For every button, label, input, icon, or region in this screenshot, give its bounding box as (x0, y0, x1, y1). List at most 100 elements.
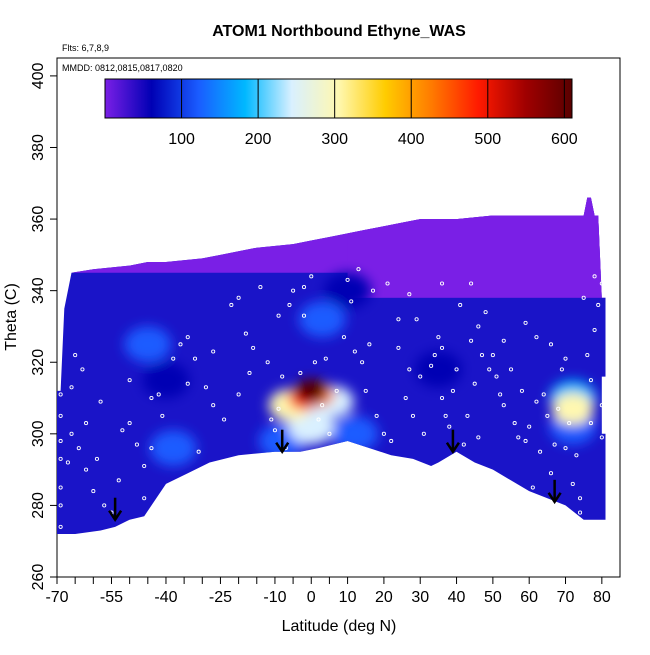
sample-point (588, 421, 593, 426)
sample-point (298, 370, 303, 376)
sample-point (523, 320, 528, 325)
sample-point (345, 277, 350, 282)
hotspot (324, 272, 371, 309)
sample-point (527, 424, 532, 429)
sample-point (577, 496, 583, 501)
hotspot (295, 378, 327, 403)
sample-point (367, 342, 372, 347)
sample-point (599, 281, 604, 286)
down-arrow (547, 479, 562, 505)
hotspot (149, 430, 197, 467)
sample-point (196, 449, 201, 454)
sample-point (276, 406, 281, 411)
colorbar-tick-labels: 100 200 300 400 500 600 (168, 131, 578, 148)
sample-point (407, 367, 412, 372)
sample-point (483, 310, 488, 315)
sample-point (501, 403, 506, 408)
sample-point (320, 403, 325, 408)
sample-point (592, 327, 597, 333)
sample-point (519, 388, 524, 393)
down-arrow (445, 429, 460, 454)
sample-point (581, 295, 586, 300)
sample-point (567, 421, 572, 426)
sample-point (127, 378, 132, 383)
y-tick-label: 380 (30, 134, 47, 161)
sample-point (247, 370, 252, 376)
sample-point (541, 392, 546, 397)
y-tick-label: 360 (30, 206, 47, 233)
hotspot (298, 301, 346, 338)
sample-point (396, 345, 401, 350)
sample-point (389, 438, 394, 444)
sample-point (508, 367, 514, 372)
sample-point (73, 353, 78, 358)
sample-point (512, 421, 517, 426)
sample-point (269, 417, 274, 422)
sample-point (211, 349, 216, 354)
sample-point (530, 485, 535, 490)
sample-point (102, 503, 107, 508)
sample-point (592, 274, 597, 279)
sample-point (469, 338, 474, 343)
x-tick-label: 70 (557, 589, 575, 606)
sample-points (58, 267, 604, 529)
sample-point (563, 356, 568, 361)
x-tick-label: -25 (209, 589, 232, 606)
sample-point (559, 367, 564, 372)
sample-point (287, 302, 292, 308)
sample-point (301, 313, 307, 318)
sample-point (265, 360, 270, 365)
sample-point (538, 449, 543, 454)
sample-point (149, 395, 154, 401)
sample-point (450, 388, 455, 393)
sample-point (171, 356, 176, 361)
x-tick-label: 30 (411, 589, 429, 606)
sample-point (556, 406, 561, 411)
sample-point (185, 381, 190, 386)
x-tick-label: -10 (263, 589, 286, 606)
sample-point (439, 395, 445, 401)
sample-point (327, 431, 332, 436)
x-axis: -70 -55 -40 -25 -10 0 10 20 30 40 50 60 70 80 (45, 577, 611, 606)
sample-point (534, 399, 539, 404)
sample-point (439, 281, 445, 286)
sample-point (76, 446, 81, 451)
x-tick-label: -40 (154, 589, 177, 606)
hotspot-layer (124, 272, 597, 467)
x-tick-label: 0 (307, 589, 316, 606)
sample-point (494, 374, 499, 379)
sample-point (548, 471, 554, 476)
sample-point (577, 510, 583, 515)
sample-point (360, 360, 365, 365)
sample-point (134, 442, 139, 447)
x-tick-label: 60 (520, 589, 538, 606)
hotspot (551, 392, 594, 425)
y-tick-label: 340 (30, 277, 47, 304)
dates-label: MMDD: 0812,0815,0817,0820 (62, 63, 183, 73)
hotspot (414, 351, 462, 388)
sample-point (58, 392, 63, 397)
sample-point (588, 378, 593, 383)
sample-point (58, 503, 63, 508)
x-tick-label: 40 (448, 589, 466, 606)
sample-point (432, 353, 437, 358)
sample-point (185, 335, 190, 340)
y-tick-label: 260 (30, 564, 47, 591)
sample-point (236, 392, 241, 397)
x-tick-label: 50 (484, 589, 502, 606)
sample-point (203, 385, 208, 390)
colorbar-gradient (104, 78, 573, 119)
sample-point (222, 417, 227, 422)
sample-point (363, 388, 368, 393)
sample-point (98, 399, 103, 404)
sample-point (501, 338, 506, 343)
sample-point (570, 481, 575, 486)
sample-point (58, 413, 63, 418)
sample-point (385, 281, 390, 286)
sample-point (120, 428, 125, 433)
colorbar-tick-label: 500 (474, 131, 501, 148)
sample-point (479, 353, 485, 358)
y-axis: 260 280 300 320 340 360 380 400 (30, 62, 57, 590)
sample-point (91, 489, 96, 494)
